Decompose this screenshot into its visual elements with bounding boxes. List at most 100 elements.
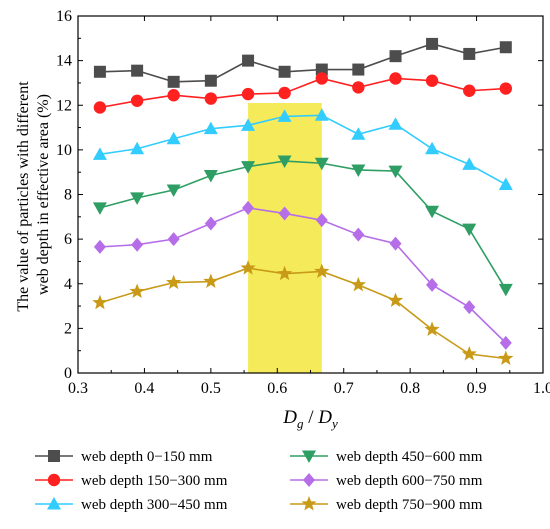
data-point bbox=[498, 177, 513, 190]
x-tick-label: 0.6 bbox=[267, 380, 287, 397]
data-point bbox=[130, 141, 145, 155]
data-point bbox=[130, 94, 144, 107]
y-tick-label: 8 bbox=[64, 187, 72, 204]
data-point bbox=[463, 47, 476, 60]
data-point bbox=[352, 227, 365, 242]
data-point bbox=[130, 192, 145, 205]
legend-label: web depth 750−900 mm bbox=[336, 497, 483, 513]
x-axis-label-d2: D bbox=[317, 407, 332, 428]
series-5 bbox=[93, 200, 512, 350]
data-point bbox=[166, 184, 181, 198]
data-point bbox=[277, 155, 292, 169]
legend-label: web depth 300−450 mm bbox=[81, 497, 228, 513]
series-line bbox=[99, 267, 506, 360]
data-point bbox=[131, 237, 144, 252]
data-point bbox=[204, 216, 217, 231]
data-point bbox=[315, 63, 328, 76]
series-line bbox=[99, 160, 507, 290]
data-point bbox=[351, 127, 366, 140]
x-axis-label-sub-y: y bbox=[330, 416, 338, 431]
data-point bbox=[92, 147, 107, 160]
data-point bbox=[463, 84, 476, 97]
y-tick-label: 4 bbox=[64, 276, 72, 293]
y-axis-label: The value of particles with different we… bbox=[15, 77, 52, 311]
data-point bbox=[425, 205, 440, 219]
data-point bbox=[352, 81, 365, 94]
data-point bbox=[314, 108, 329, 121]
x-tick-label: 1.0 bbox=[533, 380, 550, 397]
legend-item: web depth 300−450 mm bbox=[35, 497, 228, 513]
y-tick-label: 10 bbox=[56, 142, 72, 159]
series-4 bbox=[92, 155, 513, 297]
data-point bbox=[461, 346, 477, 361]
data-point bbox=[463, 300, 476, 315]
data-point bbox=[242, 54, 255, 67]
data-point bbox=[352, 63, 365, 76]
data-point bbox=[426, 277, 439, 292]
data-point bbox=[351, 164, 366, 177]
series-6 bbox=[92, 260, 514, 365]
data-point bbox=[167, 89, 180, 102]
x-tick-label: 0.8 bbox=[400, 380, 420, 397]
data-point bbox=[314, 157, 329, 171]
legend-marker bbox=[47, 473, 61, 487]
y-axis-label-line-1: The value of particles with different bbox=[15, 81, 32, 312]
legend-item: web depth 0−150 mm bbox=[35, 449, 213, 465]
series-line bbox=[99, 43, 506, 83]
data-point bbox=[278, 65, 291, 78]
data-point bbox=[166, 131, 181, 145]
data-point bbox=[425, 141, 440, 155]
data-point bbox=[389, 50, 402, 63]
y-tick-label: 0 bbox=[64, 365, 72, 382]
y-tick-label: 12 bbox=[56, 97, 72, 114]
data-point bbox=[425, 74, 439, 87]
data-point bbox=[498, 283, 513, 297]
data-point bbox=[277, 109, 292, 122]
legend-marker bbox=[302, 450, 316, 463]
legend-label: web depth 600−750 mm bbox=[336, 473, 483, 489]
x-tick-label: 0.7 bbox=[334, 380, 354, 397]
x-tick-label: 0.3 bbox=[68, 380, 88, 397]
data-point bbox=[93, 239, 106, 254]
y-axis-label-line-2: web depth in effective area (%) bbox=[35, 94, 52, 295]
legend-label: web depth 450−600 mm bbox=[336, 449, 483, 465]
y-tick-label: 2 bbox=[64, 320, 72, 337]
data-point bbox=[92, 294, 108, 310]
data-point bbox=[498, 350, 514, 365]
data-point bbox=[426, 37, 439, 50]
data-point bbox=[203, 170, 218, 183]
legend-label: web depth 0−150 mm bbox=[81, 449, 213, 465]
series-2 bbox=[93, 72, 512, 114]
legend-label: web depth 150−300 mm bbox=[81, 473, 228, 489]
data-point bbox=[241, 87, 255, 101]
data-point bbox=[499, 335, 512, 350]
legend-marker bbox=[48, 450, 60, 462]
data-point bbox=[203, 273, 219, 288]
data-point bbox=[93, 101, 107, 114]
data-point bbox=[389, 72, 402, 85]
data-point bbox=[241, 161, 256, 174]
legend-item: web depth 750−900 mm bbox=[290, 496, 483, 513]
data-point bbox=[388, 117, 403, 130]
x-axis-label: Dg / Dy bbox=[282, 407, 338, 431]
data-point bbox=[167, 75, 180, 88]
data-point bbox=[92, 202, 107, 215]
data-point bbox=[315, 72, 328, 85]
data-point bbox=[424, 321, 440, 336]
legend-item: web depth 450−600 mm bbox=[290, 449, 483, 465]
data-point bbox=[388, 165, 403, 179]
data-point bbox=[204, 74, 217, 87]
data-point bbox=[278, 86, 291, 100]
data-point bbox=[204, 92, 218, 105]
x-axis-label-separator: / bbox=[303, 407, 318, 428]
series-1 bbox=[93, 37, 512, 88]
y-tick-label: 6 bbox=[64, 231, 72, 248]
data-point bbox=[203, 121, 218, 135]
data-point bbox=[350, 276, 366, 292]
data-point bbox=[314, 263, 330, 278]
data-point bbox=[278, 206, 291, 221]
x-axis-label-d1: D bbox=[282, 407, 297, 428]
data-point bbox=[387, 292, 404, 307]
data-point bbox=[240, 260, 256, 275]
data-point bbox=[276, 265, 293, 281]
